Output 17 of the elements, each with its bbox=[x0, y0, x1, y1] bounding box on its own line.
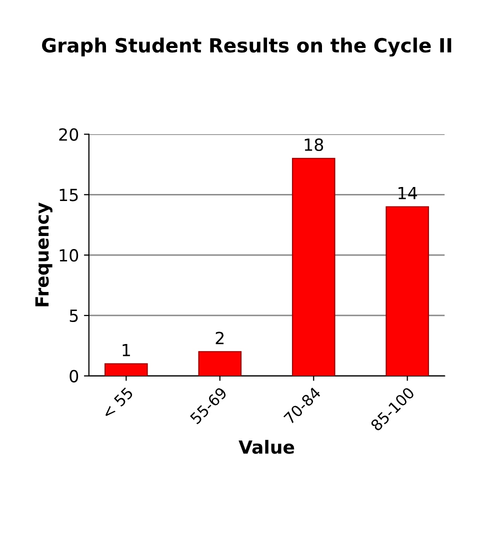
data-label: 18 bbox=[304, 138, 324, 152]
y-tick-label: 0 bbox=[70, 370, 78, 382]
y-tick-label: 10 bbox=[60, 249, 78, 262]
y-axis-title: Frequency bbox=[35, 202, 52, 306]
bar bbox=[198, 351, 242, 376]
data-label: 14 bbox=[398, 186, 418, 200]
bar bbox=[386, 206, 429, 376]
y-tick-label: 5 bbox=[70, 310, 78, 322]
x-axis-title: Value bbox=[238, 440, 294, 454]
x-tick-label: < 55 bbox=[101, 386, 134, 420]
bar bbox=[104, 363, 148, 376]
y-tick-label: 20 bbox=[59, 128, 78, 141]
chart-title: Graph Student Results on the Cycle II bbox=[42, 38, 452, 57]
data-label: 1 bbox=[122, 344, 130, 356]
bar bbox=[292, 158, 336, 376]
y-tick-label: 15 bbox=[60, 188, 78, 202]
data-label: 2 bbox=[216, 332, 224, 344]
